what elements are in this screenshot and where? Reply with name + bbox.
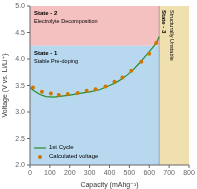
svg-text:3.5: 3.5 (15, 82, 25, 89)
svg-text:700: 700 (163, 169, 175, 176)
html-text:Calculated voltage: Calculated voltage (49, 153, 99, 159)
svg-text:3.0: 3.0 (15, 108, 25, 115)
svg-text:4.0: 4.0 (15, 55, 25, 62)
svg-text:4.5: 4.5 (15, 29, 25, 36)
svg-text:State - 1: State - 1 (34, 50, 58, 56)
svg-text:200: 200 (64, 169, 76, 176)
svg-text:5.0: 5.0 (15, 2, 25, 9)
svg-text:Electrolyte Decomposition: Electrolyte Decomposition (34, 18, 98, 24)
svg-text:800: 800 (183, 169, 189, 176)
svg-text:State - 2: State - 2 (34, 10, 58, 16)
svg-text:100: 100 (44, 169, 56, 176)
html-text:1st Cycle: 1st Cycle (49, 144, 74, 150)
svg-text:Voltage (V vs. Li/Li⁺): Voltage (V vs. Li/Li⁺) (8, 53, 9, 117)
svg-text:400: 400 (104, 169, 116, 176)
svg-text:Structurally Unstable: Structurally Unstable (169, 10, 175, 61)
svg-text:500: 500 (124, 169, 136, 176)
svg-text:State - 3: State - 3 (161, 10, 167, 34)
svg-text:Capacity (mAhg⁻¹): Capacity (mAhg⁻¹) (80, 181, 138, 189)
svg-text:Stable Pre-doping: Stable Pre-doping (34, 58, 78, 64)
svg-text:600: 600 (143, 169, 155, 176)
svg-text:0: 0 (28, 169, 32, 176)
svg-text:2.0: 2.0 (15, 161, 25, 168)
svg-text:300: 300 (84, 169, 96, 176)
svg-text:2.5: 2.5 (15, 135, 25, 142)
